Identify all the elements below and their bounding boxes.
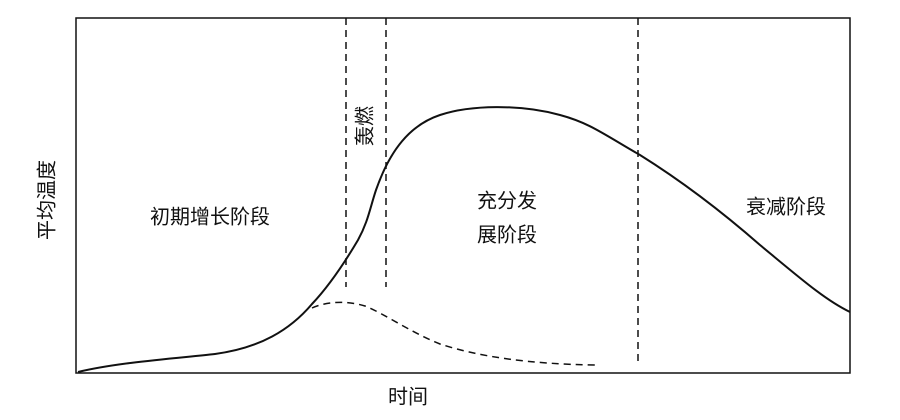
growth-stage-label: 初期增长阶段: [150, 205, 270, 229]
plot-frame: [75, 17, 851, 374]
flashover-label: 轰燃: [353, 106, 377, 146]
y-axis-label: 平均温度: [35, 160, 59, 240]
decay-stage-label: 衰减阶段: [746, 195, 826, 219]
temperature-curve: [77, 106, 851, 373]
fully-developed-label-line: 充分发: [477, 189, 537, 213]
fully-developed-label-line: 展阶段: [477, 223, 537, 247]
x-axis-label: 时间: [388, 385, 428, 409]
non-flashover-curve: [311, 301, 596, 366]
